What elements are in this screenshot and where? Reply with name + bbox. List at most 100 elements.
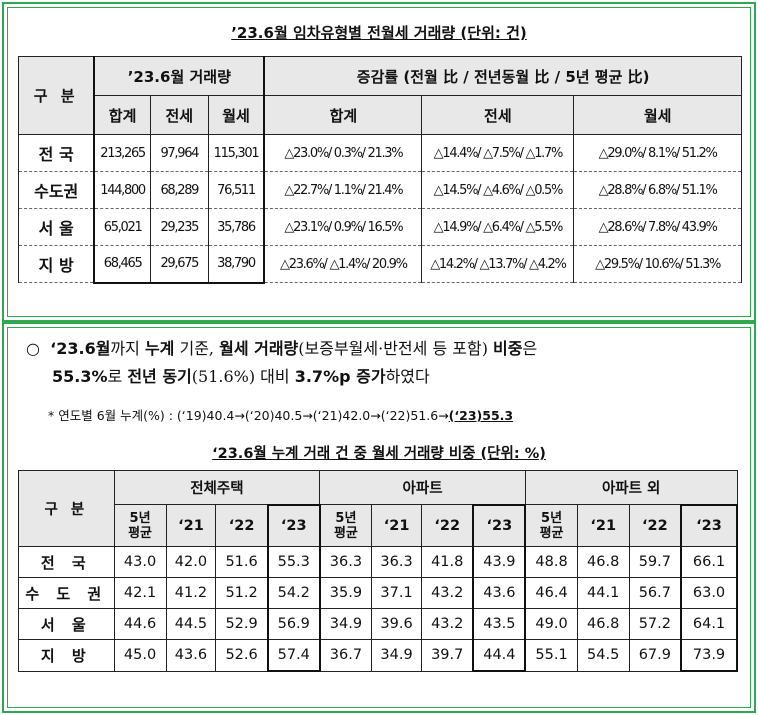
row-label: 전 국 bbox=[18, 134, 95, 172]
sub-23: ‘23 bbox=[472, 503, 527, 547]
text-prev-year: 전년 동기 bbox=[127, 367, 192, 386]
table-cell: 57.2 bbox=[628, 608, 682, 640]
table-cell: 42.0 bbox=[165, 546, 217, 578]
top-box-frame bbox=[2, 2, 756, 322]
cell-wolse: 76,511 bbox=[207, 171, 266, 209]
table-cell: 56.9 bbox=[266, 608, 321, 640]
table-cell: 46.4 bbox=[524, 577, 578, 609]
table-cell: 55.3 bbox=[266, 546, 321, 578]
table-cell: 52.6 bbox=[215, 639, 269, 672]
table-cell: 45.0 bbox=[113, 639, 167, 672]
cell-jeonse: 68,289 bbox=[149, 171, 209, 209]
table-cell: 43.5 bbox=[472, 608, 527, 640]
sub-header-wolse: 월세 bbox=[207, 95, 266, 135]
table-cell: 43.2 bbox=[421, 608, 474, 640]
row-label: 전 국 bbox=[18, 546, 115, 578]
sub-5yr-avg: 5년 평균 bbox=[113, 504, 167, 547]
text-fragment: 까지 bbox=[110, 339, 145, 358]
sub-header-total: 합계 bbox=[93, 95, 151, 135]
table-cell: 46.8 bbox=[576, 546, 630, 578]
wolse-share-table: 구 분 전체주택 아파트 아파트 외 5년 평균 ‘21 ‘22 ‘23 5년 … bbox=[18, 470, 738, 672]
sub-5yr-avg: 5년 평균 bbox=[524, 504, 578, 547]
sub-header-change-total: 합계 bbox=[263, 95, 423, 135]
bullet: ○ bbox=[26, 339, 40, 358]
text-share: 비중 bbox=[493, 339, 523, 358]
table-cell: 48.8 bbox=[524, 546, 578, 578]
table-cell: 67.9 bbox=[628, 639, 682, 672]
cell-change-wolse: △29.0%/ 8.1%/ 51.2% bbox=[573, 134, 742, 172]
sub-header-jeonse: 전세 bbox=[149, 95, 209, 135]
cell-wolse: 35,786 bbox=[207, 208, 266, 246]
table-cell: 54.5 bbox=[576, 639, 630, 672]
table-cell: 43.0 bbox=[113, 546, 167, 578]
note-highlight: (‘23)55.3 bbox=[448, 408, 514, 423]
table-cell: 42.1 bbox=[113, 577, 167, 609]
table-cell: 34.9 bbox=[371, 639, 423, 672]
table-cell: 51.2 bbox=[215, 577, 269, 609]
text-fragment: (51.6%) 대비 bbox=[191, 367, 295, 386]
table-cell: 36.3 bbox=[319, 546, 373, 578]
cell-change-jeonse: △14.5%/ △4.6%/ △0.5% bbox=[421, 171, 575, 209]
table-cell: 43.6 bbox=[472, 577, 527, 609]
note-text: * 연도별 6월 누계(%) : (‘19)40.4→(‘20)40.5→(‘2… bbox=[48, 408, 449, 423]
table-cell: 43.2 bbox=[421, 577, 474, 609]
text-fragment: 로 bbox=[107, 367, 128, 386]
cell-total: 144,800 bbox=[93, 171, 151, 209]
sub-21: ‘21 bbox=[371, 504, 423, 547]
table-cell: 44.5 bbox=[165, 608, 217, 640]
cell-change-jeonse: △14.2%/ △13.7%/ △4.2% bbox=[421, 245, 575, 283]
table-cell: 41.8 bbox=[421, 546, 474, 578]
table-cell: 37.1 bbox=[371, 577, 423, 609]
table-cell: 44.1 bbox=[576, 577, 630, 609]
table-cell: 63.0 bbox=[680, 577, 738, 609]
cell-change-total: △23.1%/ 0.9%/ 16.5% bbox=[263, 208, 423, 246]
cell-jeonse: 97,964 bbox=[149, 134, 209, 172]
row-label: 지 방 bbox=[18, 639, 115, 672]
table-row: 지 방 45.0 43.6 52.6 57.4 36.7 34.9 39.7 44.4 55.1 5… bbox=[18, 639, 738, 672]
table-cell: 59.7 bbox=[628, 546, 682, 578]
header-volume: ’23.6월 거래량 bbox=[93, 56, 266, 96]
table-cell: 36.7 bbox=[319, 639, 373, 672]
rental-volume-table: 구 분 ’23.6월 거래량 증감률 (전월 比 / 전년동월 比 / 5년 평… bbox=[18, 56, 743, 284]
top-box-inner-frame bbox=[7, 7, 751, 317]
table-cell: 56.7 bbox=[628, 577, 682, 609]
cell-change-wolse: △29.5%/ 10.6%/ 51.3% bbox=[573, 245, 742, 283]
summary-paragraph: ○ ‘23.6월까지 누계 기준, 월세 거래량(보증부월세·반전세 등 포함)… bbox=[26, 335, 738, 391]
sub-22: ‘22 bbox=[628, 504, 682, 547]
table-cell: 34.9 bbox=[319, 608, 373, 640]
cell-change-jeonse: △14.4%/ △7.5%/ △1.7% bbox=[421, 134, 575, 172]
sub-header-change-jeonse: 전세 bbox=[421, 95, 575, 135]
text-wolse-volume: 월세 거래량 bbox=[219, 339, 299, 358]
table-cell: 49.0 bbox=[524, 608, 578, 640]
table-cell: 66.1 bbox=[680, 546, 738, 578]
table-cell: 57.4 bbox=[266, 639, 321, 672]
text-fragment: 기준, bbox=[174, 339, 220, 358]
cell-total: 213,265 bbox=[93, 134, 151, 172]
cell-jeonse: 29,235 bbox=[149, 208, 209, 246]
table-cell: 39.6 bbox=[371, 608, 423, 640]
table-row: 수 도 권 42.1 41.2 51.2 54.2 35.9 37.1 43.2 43.6 46.… bbox=[18, 577, 738, 609]
table-cell: 44.6 bbox=[113, 608, 167, 640]
text-fragment: 하였다 bbox=[385, 367, 430, 386]
row-label: 수 도 권 bbox=[18, 577, 115, 609]
text-cumulative: 누계 bbox=[144, 339, 175, 358]
table-row: 수도권 144,800 68,289 76,511 △22.7%/ 1.1%/ … bbox=[18, 171, 742, 209]
text-period: ‘23.6월 bbox=[50, 339, 111, 358]
bottom-box-frame bbox=[2, 322, 756, 713]
yearly-note: * 연도별 6월 누계(%) : (‘19)40.4→(‘20)40.5→(‘2… bbox=[48, 405, 513, 424]
table-cell: 43.9 bbox=[472, 546, 527, 578]
group-all-housing: 전체주택 bbox=[113, 470, 321, 505]
cell-jeonse: 29,675 bbox=[149, 245, 209, 284]
cell-wolse: 38,790 bbox=[207, 245, 266, 284]
row-label: 지 방 bbox=[18, 245, 95, 283]
table-cell: 64.1 bbox=[680, 608, 738, 640]
cell-change-total: △23.0%/ 0.3%/ 21.3% bbox=[263, 134, 423, 172]
header-category: 구 분 bbox=[18, 56, 95, 135]
group-non-apartment: 아파트 외 bbox=[524, 470, 738, 505]
table-cell: 46.8 bbox=[576, 608, 630, 640]
sub-23: ‘23 bbox=[266, 503, 321, 547]
table-cell: 51.6 bbox=[215, 546, 269, 578]
bottom-box-inner-frame bbox=[7, 327, 751, 708]
cell-change-jeonse: △14.9%/ △6.4%/ △5.5% bbox=[421, 208, 575, 246]
sub-22: ‘22 bbox=[421, 504, 474, 547]
